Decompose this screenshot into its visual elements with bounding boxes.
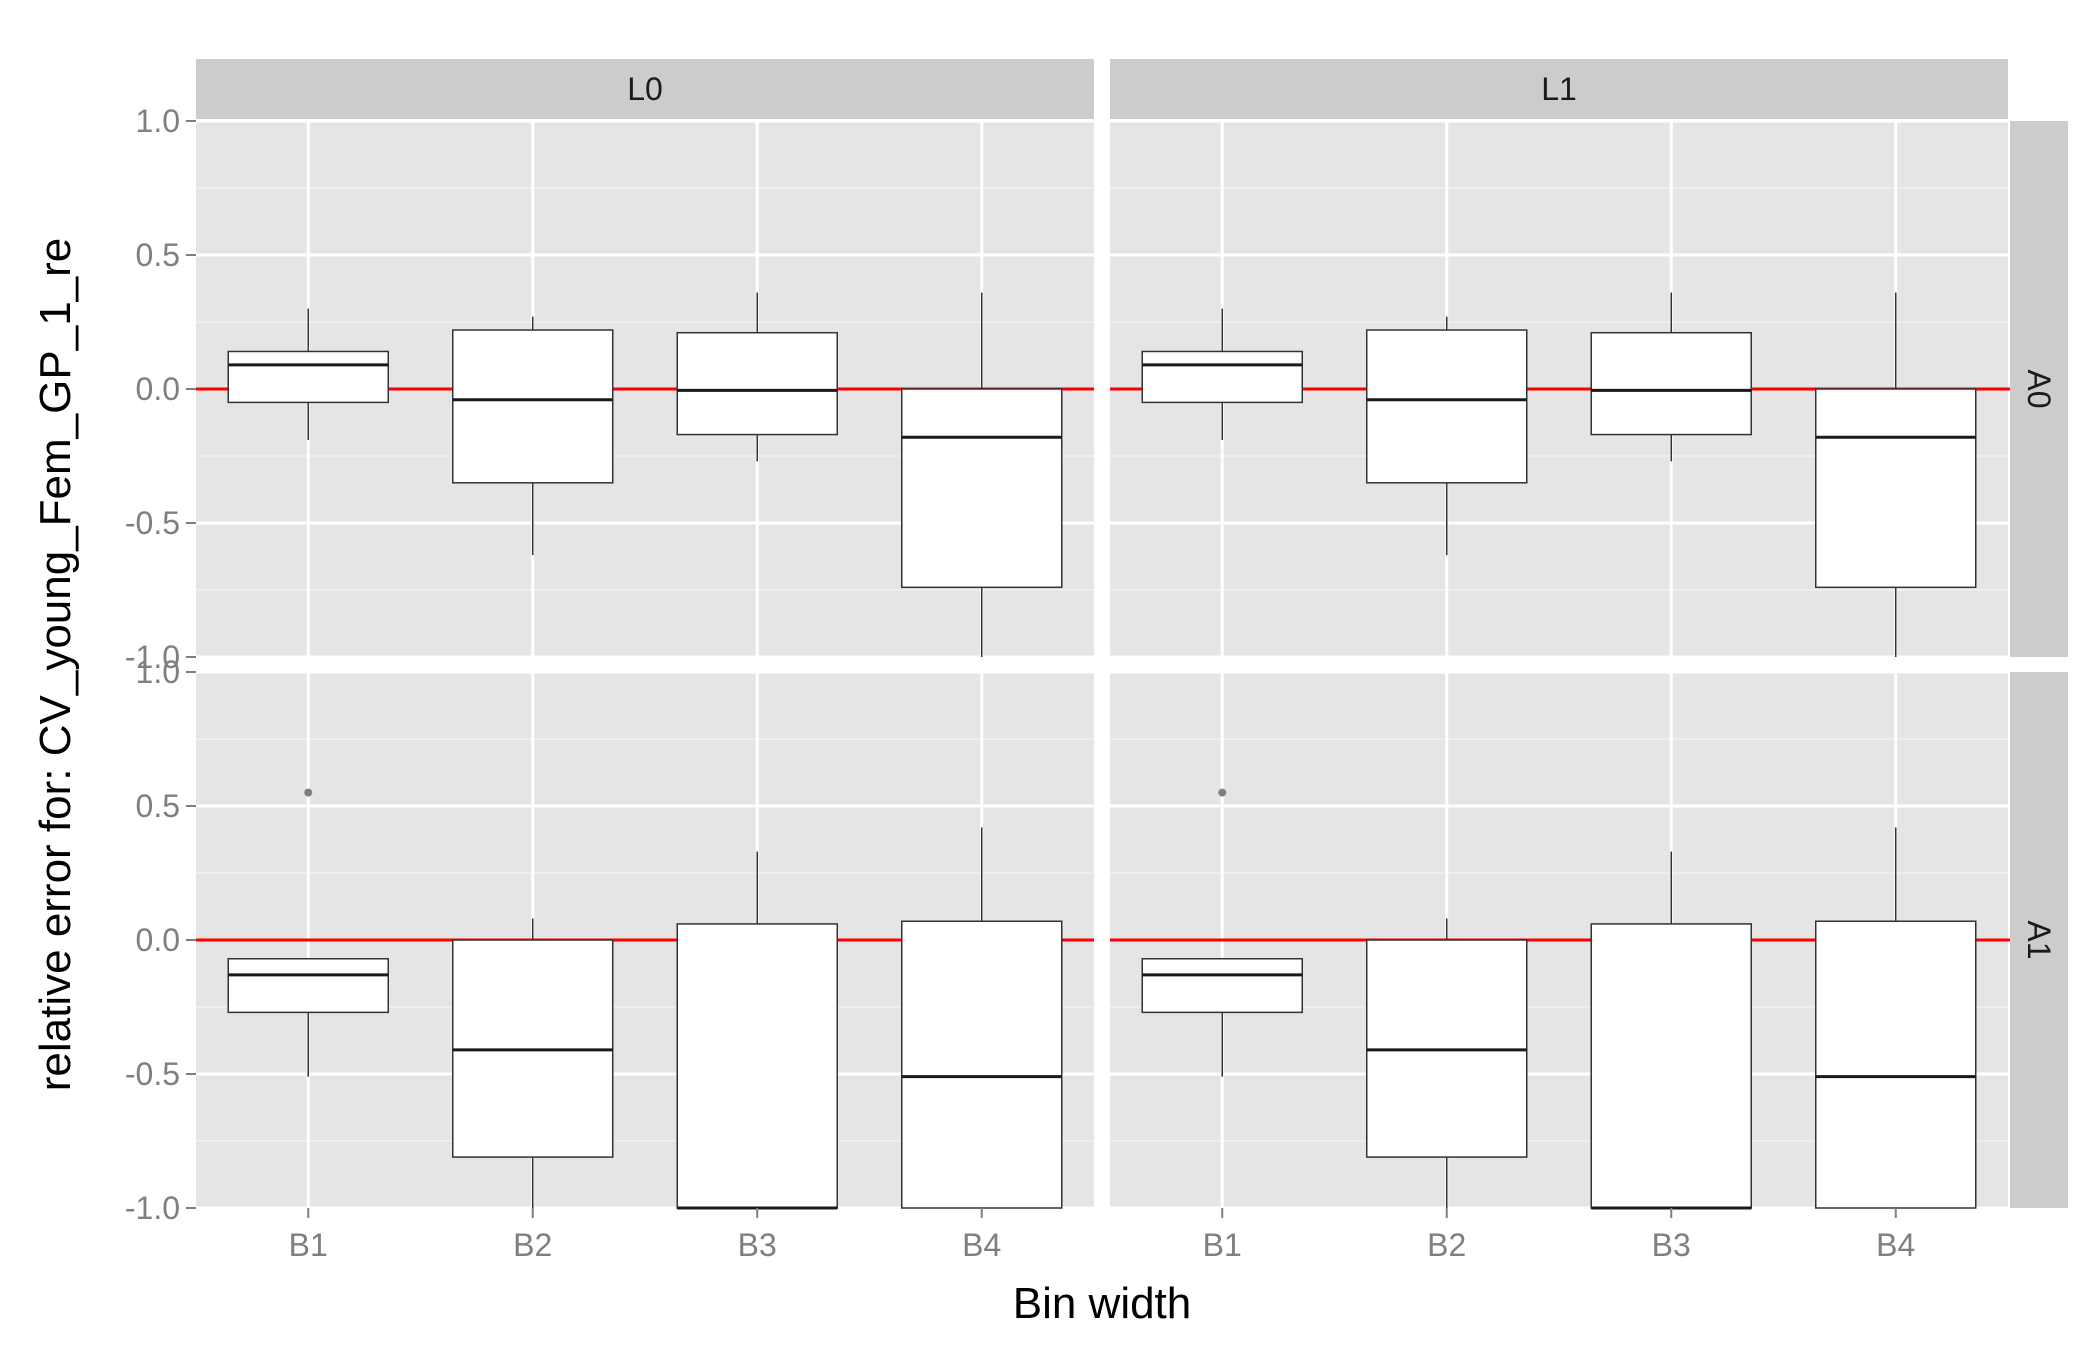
y-tick-label: -1.0 (125, 1190, 180, 1226)
boxplot-A1-L1-B4 (1815, 827, 1977, 1209)
box (1590, 923, 1752, 1209)
y-tick-label: -0.5 (125, 1056, 180, 1092)
y-tick-label: 0.5 (136, 237, 180, 273)
boxplot-A1-L1-B3 (1590, 851, 1752, 1210)
boxplot-A1-L1-B2 (1366, 918, 1528, 1208)
y-tick-label: 1.0 (136, 654, 180, 690)
strip-right-A1 (2010, 672, 2068, 1208)
boxplot-A0-L0-B1 (227, 308, 389, 440)
x-tick-label: B1 (289, 1227, 328, 1263)
box (227, 350, 389, 404)
strip-label-A1: A1 (2021, 920, 2057, 959)
box (901, 388, 1063, 589)
box (1141, 958, 1303, 1014)
boxplot-A0-L1-B4 (1815, 292, 1977, 657)
x-tick-label: B4 (962, 1227, 1001, 1263)
strip-label-L0: L0 (627, 71, 663, 107)
outlier-point (1218, 788, 1227, 797)
strip-top-L0 (196, 59, 1094, 119)
boxplot-A0-L1-B1 (1141, 308, 1303, 440)
x-tick-label: B3 (1652, 1227, 1691, 1263)
box (452, 329, 614, 484)
y-tick-label: 0.0 (136, 922, 180, 958)
y-axis-title: relative error for: CV_young_Fem_GP_1_re (31, 238, 80, 1092)
strip-top-L1 (1110, 59, 2008, 119)
outlier-point (304, 788, 313, 797)
y-tick-label: 1.0 (136, 103, 180, 139)
boxplot-A1-L1-B1 (1141, 788, 1303, 1077)
y-tick-label: -0.5 (125, 505, 180, 541)
x-tick-label: B4 (1876, 1227, 1915, 1263)
box (901, 920, 1063, 1209)
strip-label-L1: L1 (1541, 71, 1577, 107)
strip-right-A0 (2010, 121, 2068, 657)
boxplot-A1-L0-B2 (452, 918, 614, 1208)
boxplot-A0-L0-B4 (901, 292, 1063, 657)
x-tick-label: B2 (513, 1227, 552, 1263)
boxplot-A1-L0-B1 (227, 788, 389, 1077)
boxplot-A0-L0-B3 (676, 292, 838, 462)
box (1815, 388, 1977, 589)
x-tick-label: B1 (1203, 1227, 1242, 1263)
boxplot-A0-L1-B3 (1590, 292, 1752, 462)
boxplot-A0-L1-B2 (1366, 316, 1528, 556)
box (1366, 329, 1528, 484)
boxplot-A1-L0-B4 (901, 827, 1063, 1209)
box (1141, 350, 1303, 404)
y-tick-label: -1.0 (125, 639, 180, 675)
box (676, 923, 838, 1209)
box (676, 331, 838, 436)
y-tick-label: 0.0 (136, 371, 180, 407)
strip-label-A0: A0 (2021, 369, 2057, 408)
box (227, 958, 389, 1014)
box (1815, 920, 1977, 1209)
x-tick-label: B3 (738, 1227, 777, 1263)
y-tick-label: 0.5 (136, 788, 180, 824)
box (1590, 331, 1752, 436)
x-tick-label: B2 (1427, 1227, 1466, 1263)
boxplot-A0-L0-B2 (452, 316, 614, 556)
x-axis-title: Bin width (1013, 1279, 1192, 1328)
